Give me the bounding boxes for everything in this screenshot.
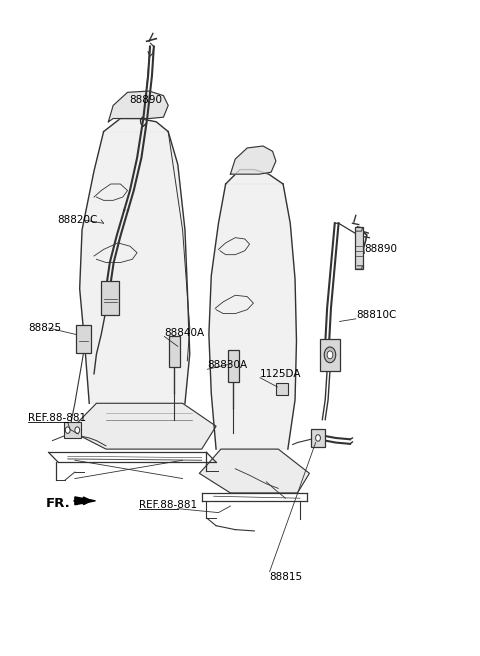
Text: 1125DA: 1125DA	[260, 369, 301, 379]
Polygon shape	[68, 403, 216, 449]
Bar	[76, 325, 91, 353]
Polygon shape	[75, 497, 96, 504]
Circle shape	[75, 427, 80, 434]
Text: 88815: 88815	[270, 572, 303, 582]
Text: 88890: 88890	[364, 245, 397, 255]
Text: 88825: 88825	[28, 323, 61, 333]
Text: FR.: FR.	[46, 497, 71, 510]
Text: 88820C: 88820C	[57, 215, 97, 225]
Polygon shape	[199, 449, 310, 493]
Polygon shape	[209, 170, 297, 449]
Circle shape	[324, 347, 336, 363]
Text: REF.88-881: REF.88-881	[28, 413, 86, 423]
Bar	[321, 339, 339, 371]
Bar	[228, 350, 239, 382]
Bar	[169, 336, 180, 367]
Bar	[64, 422, 81, 438]
Polygon shape	[230, 146, 276, 174]
Polygon shape	[108, 91, 168, 122]
Bar	[101, 281, 120, 315]
Bar	[276, 383, 288, 395]
Text: REF.88-881: REF.88-881	[139, 500, 197, 510]
Bar	[355, 226, 363, 269]
Bar	[311, 429, 325, 447]
Polygon shape	[80, 119, 190, 403]
Circle shape	[65, 427, 70, 434]
Text: 88840A: 88840A	[164, 327, 204, 338]
Text: 88890: 88890	[129, 51, 162, 105]
Circle shape	[316, 435, 321, 441]
Text: 88830A: 88830A	[207, 360, 248, 371]
Text: 88810C: 88810C	[356, 310, 396, 320]
Circle shape	[327, 351, 333, 359]
